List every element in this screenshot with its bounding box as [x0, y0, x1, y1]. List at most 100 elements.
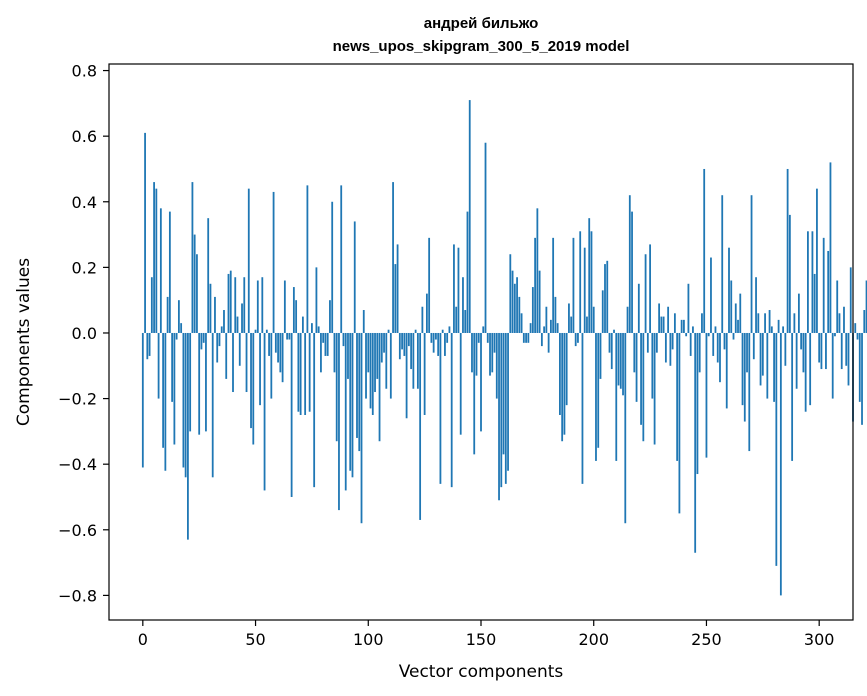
bar — [223, 310, 225, 333]
bar — [622, 332, 624, 396]
bar — [216, 332, 219, 363]
bar — [732, 332, 735, 340]
bar — [392, 182, 394, 333]
bar — [588, 218, 591, 333]
bar — [250, 332, 252, 429]
bar — [412, 332, 415, 389]
bar — [606, 260, 609, 333]
bar — [825, 332, 827, 370]
bar — [306, 185, 309, 333]
bar — [572, 237, 575, 333]
bar — [331, 201, 334, 333]
bar — [502, 332, 505, 455]
y-tick-label: 0.6 — [72, 127, 97, 146]
bar — [615, 332, 618, 461]
x-tick-label: 50 — [245, 630, 265, 649]
y-tick-label: 0.2 — [72, 258, 97, 277]
bar — [207, 218, 210, 333]
bar — [225, 332, 228, 379]
bar — [214, 296, 216, 333]
bar — [437, 332, 440, 356]
bar — [493, 332, 496, 353]
x-tick-label: 300 — [804, 630, 835, 649]
y-axis-label: Components values — [14, 258, 34, 426]
bar — [637, 283, 640, 333]
bar — [385, 332, 388, 389]
bar — [407, 332, 410, 347]
bar — [482, 326, 485, 333]
bar — [725, 332, 728, 409]
bar — [141, 332, 144, 468]
bar — [865, 280, 867, 333]
bar — [743, 332, 746, 422]
bar — [367, 332, 370, 373]
bar — [673, 313, 676, 333]
bar — [378, 332, 381, 442]
bar — [166, 296, 169, 333]
y-tick-label: −0.2 — [58, 390, 97, 409]
bar — [779, 332, 782, 596]
bar — [439, 332, 442, 484]
bar — [168, 211, 171, 333]
bar — [829, 162, 832, 333]
bar — [678, 332, 681, 514]
y-tick-label: −0.8 — [58, 586, 97, 605]
bar — [423, 332, 426, 415]
y-tick-label: 0.0 — [72, 324, 97, 343]
bar — [369, 332, 372, 409]
bar — [308, 332, 311, 412]
bar — [716, 332, 719, 363]
y-tick-label: 0.8 — [72, 62, 97, 81]
bar — [380, 332, 383, 363]
bar — [631, 211, 633, 333]
bar — [522, 332, 525, 343]
x-axis-label: Vector components — [399, 662, 564, 682]
bar — [773, 332, 775, 402]
bar — [861, 332, 863, 425]
bar — [349, 332, 352, 471]
bar — [353, 221, 356, 333]
bar — [425, 293, 428, 333]
bar — [561, 332, 564, 442]
bar — [504, 332, 507, 484]
y-tick-label: −0.6 — [58, 521, 97, 540]
bar — [784, 332, 787, 366]
bar — [685, 332, 688, 337]
bar — [421, 306, 424, 333]
bar — [326, 332, 329, 356]
bar — [516, 277, 518, 333]
bar — [356, 332, 358, 438]
bar — [335, 332, 338, 442]
bar — [834, 332, 836, 337]
bar — [703, 168, 706, 333]
bars-group — [141, 100, 867, 596]
bar — [513, 283, 516, 333]
bar — [843, 306, 845, 333]
bar — [507, 332, 509, 471]
bar — [468, 100, 471, 333]
bar — [590, 231, 593, 333]
bar — [568, 303, 570, 333]
bar — [752, 332, 755, 360]
bar — [486, 332, 489, 343]
bar — [324, 332, 327, 356]
bar — [775, 332, 778, 566]
bar — [662, 316, 665, 333]
bar — [241, 303, 243, 333]
bar — [340, 185, 343, 333]
bar — [144, 132, 146, 333]
bar — [403, 332, 406, 356]
bar — [453, 244, 455, 333]
bar — [534, 237, 537, 333]
bar — [759, 332, 762, 386]
bar — [274, 332, 277, 353]
bar — [171, 332, 174, 402]
bar — [416, 332, 419, 389]
bar — [597, 332, 600, 448]
bar — [840, 332, 843, 370]
bar — [719, 332, 721, 383]
bar — [782, 326, 785, 333]
bar — [737, 319, 739, 333]
bar — [209, 283, 212, 333]
